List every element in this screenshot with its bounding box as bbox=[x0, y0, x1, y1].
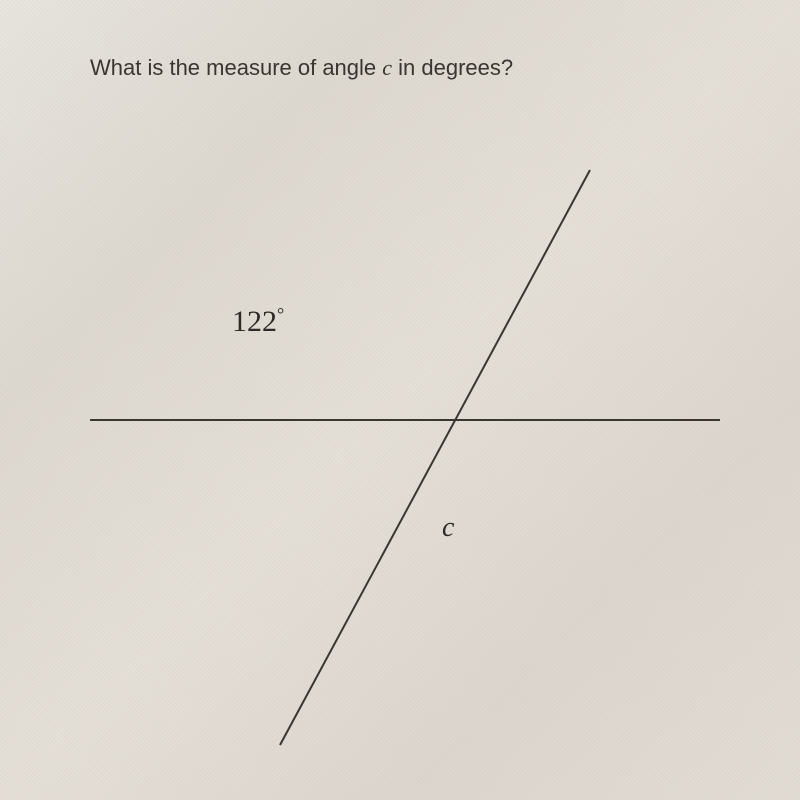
angle-122-label: 122° bbox=[232, 304, 284, 339]
angle-122-value: 122 bbox=[232, 305, 277, 338]
oblique-line bbox=[280, 170, 590, 745]
degree-symbol: ° bbox=[277, 304, 284, 324]
angle-c-label: c bbox=[442, 512, 454, 544]
angle-diagram bbox=[0, 0, 800, 800]
